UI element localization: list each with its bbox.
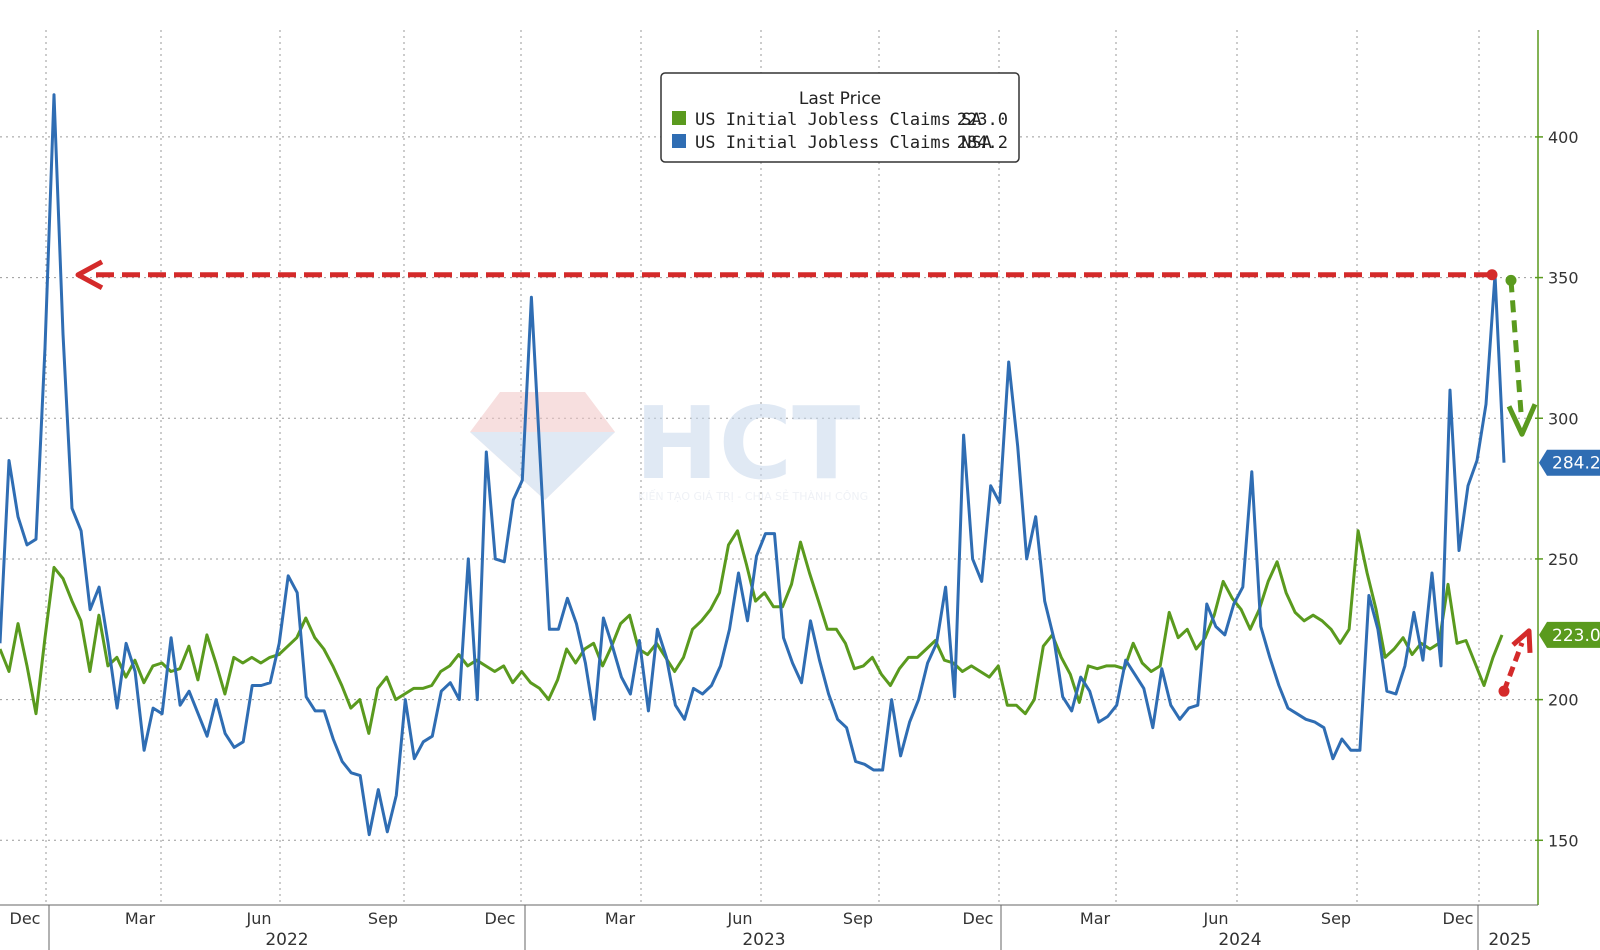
sa-series-line bbox=[0, 529, 1504, 735]
y-tick-label: 150 bbox=[1548, 831, 1579, 850]
red-arrow-origin-dot bbox=[1486, 269, 1498, 281]
x-tick-label: Dec bbox=[485, 909, 516, 928]
nsa-last-value-badge-text: 284.2 bbox=[1552, 454, 1600, 474]
axis-layer: 150 200 250 300 350 400 Dec Mar Jun Sep Dec Mar Jun S… bbox=[0, 30, 1579, 950]
green-down-arrowhead-icon bbox=[1506, 403, 1538, 437]
year-label: 2023 bbox=[742, 930, 785, 950]
x-tick-label: Mar bbox=[1080, 909, 1111, 928]
nsa-last-value-badge-shape bbox=[1539, 449, 1600, 476]
x-tick-label: Sep bbox=[1321, 909, 1351, 928]
legend: Last Price US Initial Jobless Claims SA … bbox=[660, 72, 1020, 163]
legend-title: Last Price bbox=[799, 89, 881, 109]
grid-layer bbox=[0, 30, 1535, 905]
x-tick-label: Jun bbox=[727, 909, 753, 928]
red-up-arrow-shaft bbox=[1501, 642, 1525, 693]
nsa-series-line bbox=[0, 93, 1506, 837]
watermark-logo: HCT KIẾN TẠO GIÁ TRỊ - CHIA SẺ THÀNH CÔN… bbox=[470, 385, 868, 503]
y-tick-label: 300 bbox=[1548, 409, 1579, 428]
red-left-arrowhead-icon bbox=[75, 259, 104, 290]
x-tick-label: Dec bbox=[10, 909, 41, 928]
green-arrow-origin-dot bbox=[1505, 274, 1517, 286]
x-tick-label: Jun bbox=[246, 909, 272, 928]
watermark-text: HCT bbox=[635, 385, 860, 502]
y-tick-label: 350 bbox=[1548, 269, 1579, 288]
legend-box bbox=[660, 72, 1020, 163]
y-tick-label: 250 bbox=[1548, 550, 1579, 569]
x-tick-label: Sep bbox=[843, 909, 873, 928]
x-tick-label: Jun bbox=[1203, 909, 1229, 928]
x-tick-label: Mar bbox=[605, 909, 636, 928]
sa-last-value-badge-text: 223.0 bbox=[1552, 626, 1600, 646]
series-layer bbox=[0, 93, 1506, 837]
sa-last-value-badge-shape bbox=[1539, 621, 1600, 648]
year-label: 2025 bbox=[1488, 930, 1531, 950]
annotation-layer bbox=[75, 259, 1538, 697]
x-tick-label: Dec bbox=[963, 909, 994, 928]
legend-label-sa: US Initial Jobless Claims SA bbox=[695, 110, 982, 130]
legend-label-nsa: US Initial Jobless Claims NSA bbox=[695, 133, 992, 153]
legend-value-nsa: 284.2 bbox=[957, 133, 1008, 153]
y-tick-label: 400 bbox=[1548, 128, 1579, 147]
x-tick-label: Sep bbox=[368, 909, 398, 928]
badge-layer: 284.2 223.0 bbox=[1539, 449, 1600, 648]
year-label: 2024 bbox=[1218, 930, 1261, 950]
watermark-subtext: KIẾN TẠO GIÁ TRỊ - CHIA SẺ THÀNH CÔNG bbox=[638, 489, 868, 503]
x-tick-label: Mar bbox=[125, 909, 156, 928]
year-label: 2022 bbox=[265, 930, 308, 950]
legend-swatch-nsa bbox=[672, 134, 686, 148]
red-up-arrow-origin-dot bbox=[1498, 685, 1510, 697]
watermark-diamond-lower-icon bbox=[470, 432, 615, 500]
x-tick-label: Dec bbox=[1443, 909, 1474, 928]
green-down-arrow-shaft bbox=[1508, 280, 1524, 413]
red-up-arrowhead-icon bbox=[1511, 628, 1533, 654]
legend-swatch-sa bbox=[672, 111, 686, 125]
legend-value-sa: 223.0 bbox=[957, 110, 1008, 130]
y-tick-label: 200 bbox=[1548, 691, 1579, 710]
